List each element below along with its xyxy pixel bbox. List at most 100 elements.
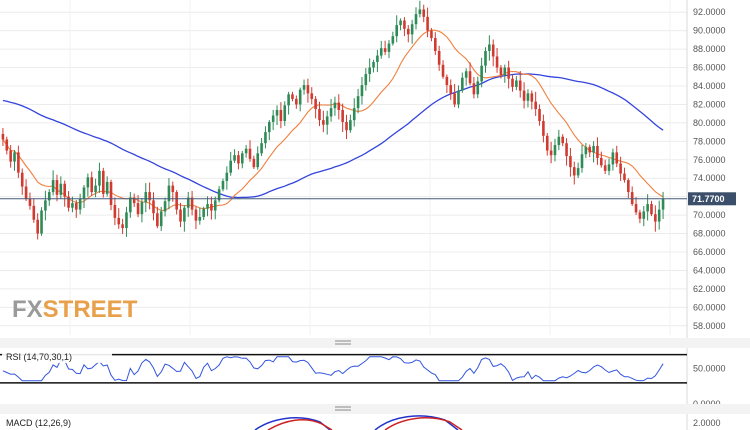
candle-body (295, 98, 298, 105)
candle-body (86, 177, 90, 188)
candle-body (615, 152, 619, 164)
candle-body (206, 204, 209, 209)
candle-body (600, 157, 603, 166)
candle-body (627, 180, 630, 193)
price-tick-label: 88.0000 (693, 44, 726, 54)
candle-body (121, 224, 124, 229)
candle-body (422, 9, 426, 17)
candle-body (337, 102, 341, 110)
candle-body (59, 183, 63, 195)
candle-body (557, 136, 561, 146)
candle-body (657, 209, 661, 222)
candle-body (576, 168, 580, 176)
candle-body (368, 67, 371, 75)
candle-body (634, 204, 638, 213)
candle-body (63, 183, 66, 197)
candle-body (240, 153, 244, 164)
candle-body (318, 109, 321, 121)
candle-body (630, 192, 634, 205)
candle-body (592, 145, 595, 153)
candle-body (78, 198, 82, 210)
candle-body (98, 170, 101, 186)
price-tick-label: 70.0000 (693, 210, 726, 220)
candle-body (32, 205, 36, 220)
current-price-tag: 71.7700 (688, 192, 736, 206)
price-tick-label: 92.0000 (693, 7, 726, 17)
macd-title: MACD (12,26,9) (6, 418, 71, 428)
candle-body (495, 56, 499, 68)
candle-body (24, 186, 28, 199)
candle-body (268, 121, 271, 133)
candle-body (136, 203, 140, 215)
candle-body (256, 153, 260, 168)
candle-body (360, 85, 364, 97)
candle-body (36, 219, 39, 234)
candle-body (244, 148, 248, 154)
current-price-label: 71.7700 (692, 194, 725, 204)
candle-body (352, 108, 356, 121)
candle-body (213, 200, 217, 211)
pane-resize-handle[interactable] (335, 340, 351, 345)
candle-body (132, 197, 136, 204)
candle-body (596, 145, 599, 158)
candle-body (156, 213, 159, 227)
candle-body (553, 145, 557, 156)
candle-body (105, 181, 109, 194)
candle-body (329, 108, 333, 117)
candle-body (646, 204, 649, 212)
price-tick-label: 84.0000 (693, 81, 726, 91)
candle-body (248, 148, 252, 159)
price-tick-label: 78.0000 (693, 136, 726, 146)
candle-body (159, 211, 163, 227)
candle-body (430, 30, 433, 39)
candle-body (28, 198, 32, 206)
candle-body (225, 172, 229, 181)
candle-body (113, 204, 117, 218)
candle-body (202, 208, 205, 217)
price-tick-label: 66.0000 (693, 247, 726, 257)
candle-body (325, 116, 329, 125)
candle-body (287, 94, 290, 106)
candle-body (549, 150, 553, 156)
candle-body (426, 16, 429, 31)
candle-body (515, 80, 518, 87)
rsi-tick-50: 50.0000 (693, 364, 726, 374)
rsi-panel: RSI (14,70,30,1) 50.0000 0.0000 (0, 348, 726, 409)
candle-body (20, 172, 24, 187)
candle-body (650, 204, 653, 215)
candle-body (40, 210, 43, 234)
pane-resize-handle-2[interactable] (335, 406, 351, 411)
candle-body (291, 94, 294, 99)
candle-body (476, 81, 480, 95)
candle-body (507, 67, 510, 79)
candle-body (580, 154, 584, 169)
candle-body (379, 48, 383, 56)
price-tick-label: 90.0000 (693, 26, 726, 36)
candle-body (306, 85, 310, 94)
svg-text:FXSTREET: FXSTREET (12, 296, 138, 323)
candle-body (561, 136, 564, 144)
candle-body (167, 185, 171, 202)
candle-body (260, 143, 263, 154)
price-tick-label: 58.0000 (693, 321, 726, 331)
candle-body (190, 197, 194, 210)
candle-body (102, 170, 105, 194)
candle-body (333, 102, 337, 109)
candle-body (94, 185, 97, 193)
candle-body (310, 93, 314, 99)
candle-body (453, 93, 456, 105)
candle-body (418, 9, 422, 15)
candle-body (198, 216, 202, 221)
candle-body (642, 211, 646, 219)
candle-body (44, 200, 47, 211)
rsi-line (2, 356, 664, 382)
candle-body (387, 43, 391, 52)
candle-body (82, 187, 86, 199)
candle-body (302, 85, 306, 90)
candle-body (372, 62, 375, 68)
candle-body (414, 14, 418, 25)
macd-signal-line (267, 418, 333, 430)
candle-body (314, 98, 317, 110)
candle-body (491, 44, 495, 57)
